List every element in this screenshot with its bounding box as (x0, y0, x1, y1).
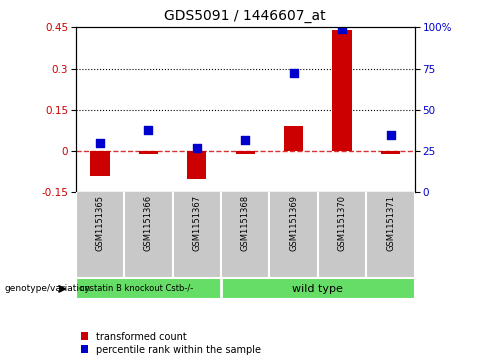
Text: GSM1151371: GSM1151371 (386, 195, 395, 251)
Text: GSM1151365: GSM1151365 (95, 195, 104, 251)
Bar (236, 151, 255, 154)
Point (144, 127, 152, 132)
Point (386, 132, 394, 138)
Text: GSM1151370: GSM1151370 (338, 195, 346, 251)
Point (290, 70, 298, 76)
Text: cystatin B knockout Cstb-/-: cystatin B knockout Cstb-/- (80, 285, 193, 293)
Point (193, 145, 201, 151)
Bar (284, 126, 304, 151)
Bar (381, 151, 400, 154)
Text: GSM1151368: GSM1151368 (241, 195, 250, 251)
Legend: transformed count, percentile rank within the sample: transformed count, percentile rank withi… (81, 331, 261, 355)
Text: genotype/variation: genotype/variation (5, 285, 91, 293)
Text: GSM1151366: GSM1151366 (144, 195, 153, 251)
Text: wild type: wild type (292, 284, 344, 294)
Point (338, 26, 346, 32)
Text: GSM1151369: GSM1151369 (289, 195, 298, 251)
Text: GSM1151367: GSM1151367 (192, 195, 201, 251)
Bar (139, 151, 158, 154)
Title: GDS5091 / 1446607_at: GDS5091 / 1446607_at (164, 9, 326, 24)
Bar (332, 30, 352, 151)
Point (96, 140, 104, 146)
Point (242, 136, 249, 142)
Bar (187, 151, 206, 179)
Bar (90, 151, 109, 176)
